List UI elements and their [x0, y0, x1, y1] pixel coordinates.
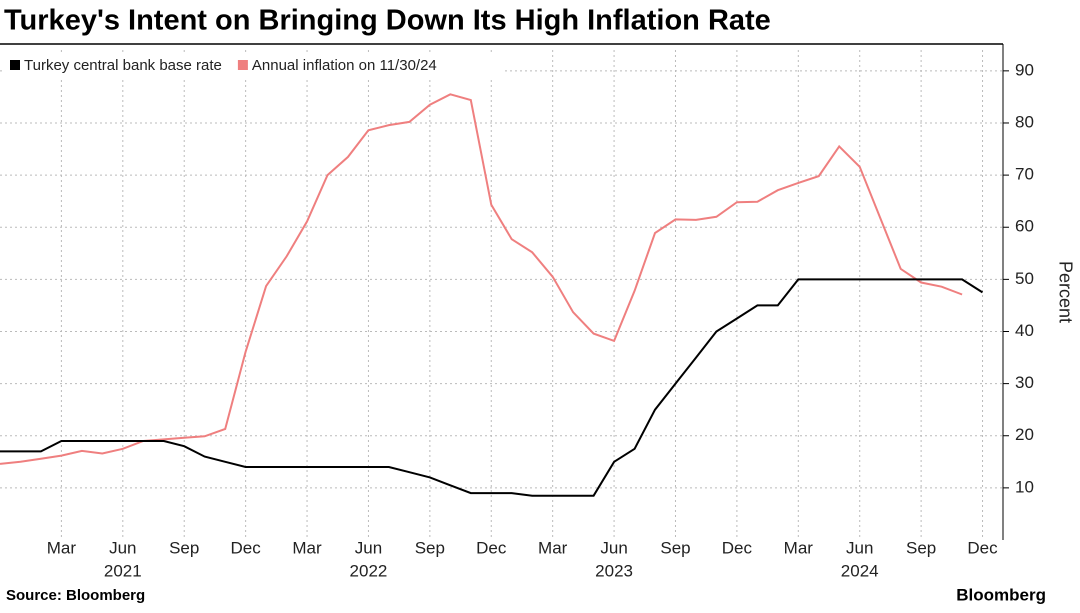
y-tick-label: 60: [1015, 217, 1034, 236]
x-tick-label: Mar: [784, 538, 814, 557]
y-tick-label: 20: [1015, 425, 1034, 444]
chart-title: Turkey's Intent on Bringing Down Its Hig…: [4, 5, 771, 37]
x-year-label: 2021: [104, 561, 142, 580]
y-tick-label: 90: [1015, 60, 1034, 79]
source: Source: Bloomberg: [6, 587, 145, 604]
legend-label: Annual inflation on 11/30/24: [252, 57, 437, 74]
legend-swatch: [10, 60, 20, 70]
legend-swatch: [237, 60, 248, 70]
y-tick-label: 40: [1015, 321, 1034, 340]
y-tick-label: 70: [1015, 165, 1034, 184]
x-tick-label: Jun: [355, 538, 382, 557]
legend-label: Turkey central bank base rate: [24, 57, 222, 74]
legend-bg: [2, 52, 505, 78]
x-tick-label: Sep: [415, 538, 445, 557]
x-tick-label: Jun: [109, 538, 136, 557]
series-line: [0, 278, 984, 497]
x-tick-label: Dec: [722, 538, 753, 557]
x-tick-label: Dec: [231, 538, 262, 557]
x-year-label: 2022: [350, 561, 388, 580]
series-line: [0, 93, 963, 465]
y-tick-label: 30: [1015, 373, 1034, 392]
x-tick-label: Sep: [660, 538, 690, 557]
x-tick-label: Mar: [47, 538, 77, 557]
x-year-label: 2023: [595, 561, 633, 580]
x-tick-label: Jun: [846, 538, 873, 557]
brand: Bloomberg: [956, 585, 1046, 604]
x-tick-label: Mar: [538, 538, 568, 557]
y-axis-label: Percent: [1055, 261, 1075, 323]
y-tick-label: 10: [1015, 477, 1034, 496]
legend: Turkey central bank base rate Annual infl…: [2, 52, 505, 78]
plot: 10 20 30 40 50 60 70 80 90 Mar Jun Sep Dec Mar Jun Sep D…: [0, 44, 1034, 580]
x-tick-label: Jun: [600, 538, 627, 557]
x-tick-label: Sep: [906, 538, 936, 557]
x-year-label: 2024: [841, 561, 879, 580]
x-tick-label: Mar: [292, 538, 322, 557]
x-tick-label: Sep: [169, 538, 199, 557]
y-tick-label: 50: [1015, 269, 1034, 288]
x-tick-label: Dec: [476, 538, 507, 557]
x-tick-label: Dec: [967, 538, 998, 557]
y-tick-label: 80: [1015, 112, 1034, 131]
